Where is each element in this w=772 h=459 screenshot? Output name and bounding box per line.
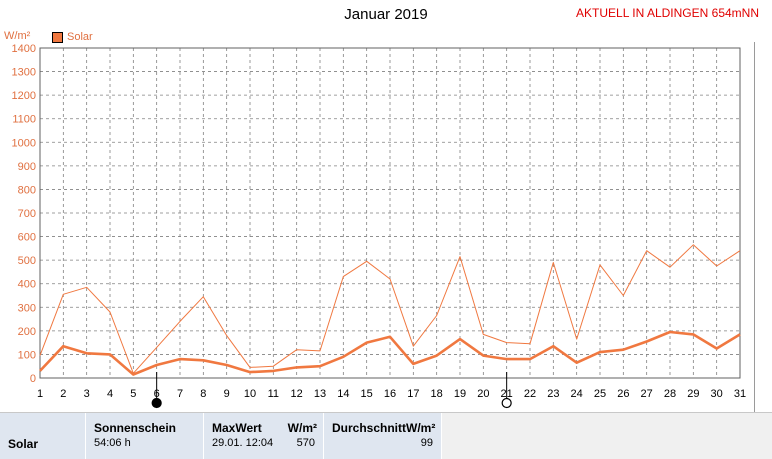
series-line-max: [39, 244, 741, 374]
y-tick-label: 300: [18, 302, 36, 314]
summary-table: Solar Sonnenschein 54:06 h MaxWert W/m² …: [0, 412, 772, 459]
maxvalue-date: 29.01. 12:04: [212, 437, 274, 449]
legend: Solar: [52, 31, 93, 43]
x-tick-label: 27: [641, 388, 653, 400]
y-axis-unit: W/m²: [4, 30, 31, 42]
y-tick-label: 400: [18, 279, 36, 291]
chart-title: Januar 2019: [344, 6, 428, 23]
new-moon-icon: [151, 397, 162, 409]
x-tick-label: 7: [177, 388, 183, 400]
average-header: DurchschnittW/m²: [332, 421, 436, 435]
x-tick-label: 29: [687, 388, 699, 400]
x-tick-label: 15: [361, 388, 373, 400]
x-tick-label: 23: [547, 388, 559, 400]
sunshine-value: 54:06 h: [94, 437, 131, 449]
chart: 0 100 200 300 400 500 600 700 800 900 1000 1100 1200…: [12, 43, 746, 409]
x-tick-label: 17: [407, 388, 419, 400]
y-tick-label: 600: [18, 232, 36, 244]
status-text: AKTUELL IN ALDINGEN 654mNN: [576, 6, 759, 20]
x-tick-label: 31: [734, 388, 746, 400]
row-label: Solar: [8, 437, 39, 451]
maxvalue-cell: MaxWert W/m² 29.01. 12:04 570: [204, 413, 324, 459]
series-line-solar: [39, 330, 741, 376]
y-tick-label: 1000: [12, 137, 36, 149]
average-value: 99: [420, 437, 433, 449]
x-tick-label: 19: [454, 388, 466, 400]
row-label-cell: Solar: [0, 413, 86, 459]
x-tick-label: 22: [524, 388, 536, 400]
x-tick-label: 4: [107, 388, 113, 400]
full-moon-icon: [501, 397, 512, 409]
y-tick-label: 100: [18, 349, 36, 361]
x-tick-label: 13: [314, 388, 326, 400]
y-tick-label: 0: [30, 373, 36, 385]
x-tick-label: 18: [431, 388, 443, 400]
x-tick-label: 10: [244, 388, 256, 400]
x-tick-label: 3: [84, 388, 90, 400]
y-tick-label: 900: [18, 161, 36, 173]
x-tick-label: 5: [130, 388, 136, 400]
y-tick-label: 800: [18, 184, 36, 196]
x-tick-label: 14: [337, 388, 349, 400]
side-panel[interactable]: [754, 42, 772, 412]
y-tick-label: 1300: [12, 67, 36, 79]
legend-label: Solar: [67, 31, 93, 43]
x-tick-label: 9: [224, 388, 230, 400]
x-tick-label: 20: [477, 388, 489, 400]
y-tick-label: 1200: [12, 90, 36, 102]
average-cell: DurchschnittW/m² 99: [324, 413, 442, 459]
x-tick-label: 16: [384, 388, 396, 400]
y-tick-label: 1100: [12, 114, 36, 126]
x-tick-label: 11: [268, 388, 279, 400]
maxvalue-value: 570: [296, 437, 315, 449]
maxvalue-header: MaxWert: [212, 421, 262, 435]
sunshine-header: Sonnenschein: [94, 421, 177, 435]
x-tick-label: 8: [200, 388, 206, 400]
legend-swatch: [52, 31, 63, 43]
x-tick-label: 30: [711, 388, 723, 400]
maxvalue-unit: W/m²: [287, 421, 317, 435]
x-tick-label: 28: [664, 388, 676, 400]
x-tick-label: 26: [617, 388, 629, 400]
x-tick-label: 2: [60, 388, 66, 400]
sunshine-cell: Sonnenschein 54:06 h: [86, 413, 204, 459]
y-tick-label: 1400: [12, 43, 36, 55]
y-tick-label: 200: [18, 326, 36, 338]
x-tick-label: 12: [291, 388, 303, 400]
x-tick-label: 1: [37, 388, 43, 400]
y-tick-label: 700: [18, 208, 36, 220]
plot-frame: [39, 47, 741, 379]
y-tick-label: 500: [18, 255, 36, 267]
x-tick-label: 24: [571, 388, 583, 400]
x-tick-label: 25: [594, 388, 606, 400]
